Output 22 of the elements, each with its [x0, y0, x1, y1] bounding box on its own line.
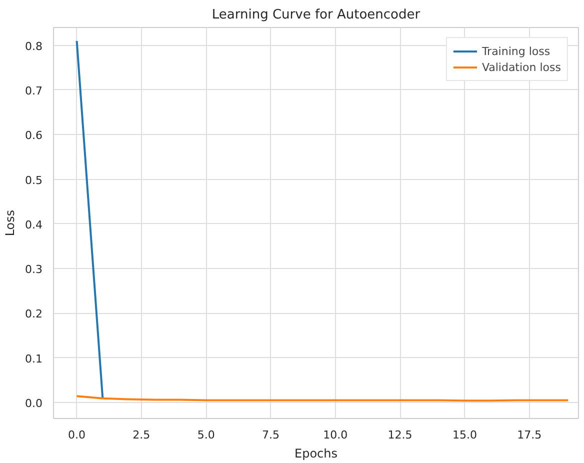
- x-tick-label: 5.0: [197, 428, 215, 442]
- legend-label: Validation loss: [482, 60, 561, 74]
- x-tick-label: 2.5: [132, 428, 150, 442]
- y-tick-label: 0.7: [25, 84, 43, 98]
- y-tick-label: 0.4: [25, 218, 43, 232]
- y-tick-label: 0.1: [25, 352, 43, 366]
- y-axis-title: Loss: [3, 210, 18, 236]
- x-tick-label: 10.0: [323, 428, 348, 442]
- y-tick-label: 0.8: [25, 40, 43, 53]
- y-tick-label: 0.0: [25, 396, 43, 410]
- y-tick-label: 0.3: [25, 263, 43, 276]
- x-tick-label: 0.0: [68, 428, 86, 442]
- legend-label: Training loss: [482, 44, 550, 58]
- y-tick-label: 0.5: [25, 174, 43, 187]
- chart-title: Learning Curve for Autoencoder: [212, 8, 421, 22]
- x-tick-label: 17.5: [517, 428, 542, 442]
- y-tick-label: 0.2: [25, 308, 43, 321]
- x-tick-label: 12.5: [388, 428, 412, 442]
- x-tick-label: 7.5: [262, 428, 280, 442]
- x-axis-title: Epochs: [294, 446, 338, 460]
- y-tick-label: 0.6: [25, 129, 43, 142]
- x-tick-label: 15.0: [452, 428, 477, 442]
